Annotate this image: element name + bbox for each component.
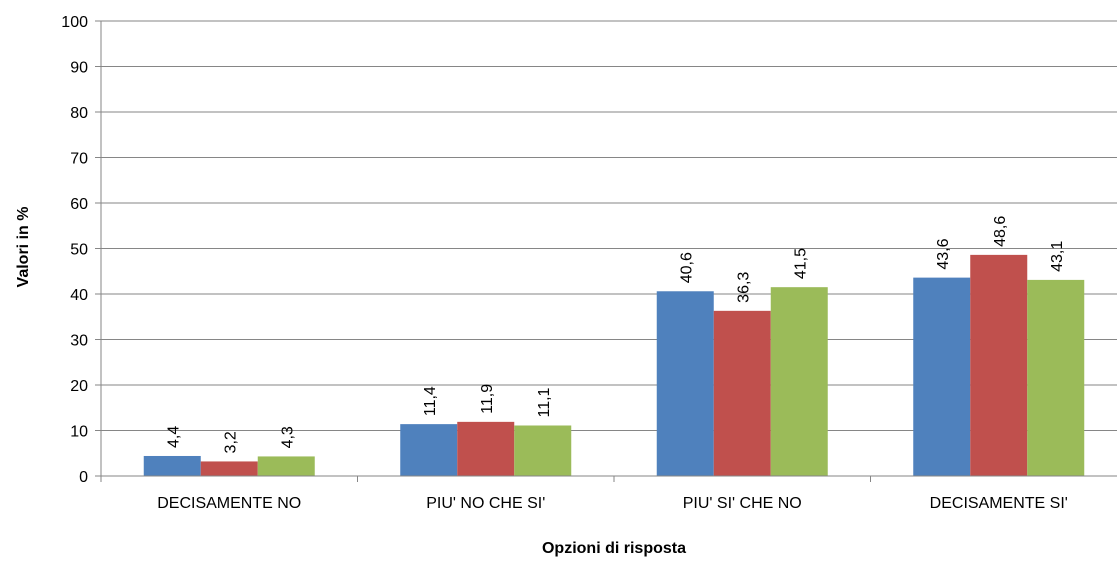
y-axis-ticks: 0 10 20 30 40 50 60 70 80 90 100: [61, 14, 101, 486]
bar: [913, 277, 971, 476]
bar: [400, 424, 458, 476]
data-labels: 4,4 3,2 4,3 11,4 11,9 11,1 40,6 36,3 41,5 43,6 48,…: [165, 216, 1066, 454]
y-tick-label: 90: [70, 60, 88, 77]
data-label: 11,9: [479, 384, 496, 414]
y-tick-label: 30: [70, 333, 88, 350]
x-category-label: DECISAMENTE NO: [157, 495, 301, 512]
y-tick-label: 20: [70, 378, 88, 395]
x-category-label: DECISAMENTE SI': [930, 495, 1068, 512]
y-tick-label: 80: [70, 105, 88, 122]
data-label: 11,1: [536, 387, 553, 417]
gridlines: [101, 20, 1117, 431]
y-tick-label: 40: [70, 287, 88, 304]
bar: [457, 421, 515, 476]
y-tick-label: 70: [70, 151, 88, 168]
data-label: 4,4: [165, 426, 182, 448]
y-tick-label: 10: [70, 424, 88, 441]
y-tick-label: 0: [79, 469, 88, 486]
data-label: 36,3: [735, 272, 752, 303]
data-label: 4,3: [279, 426, 296, 448]
x-axis-title: Opzioni di risposta: [542, 540, 686, 557]
bar: [1027, 279, 1085, 476]
data-label: 3,2: [222, 431, 239, 453]
data-label: 40,6: [678, 252, 695, 283]
bar: [143, 455, 201, 476]
x-category-label: PIU' NO CHE SI': [426, 495, 545, 512]
y-tick-label: 60: [70, 196, 88, 213]
bar: [970, 254, 1028, 476]
data-label: 48,6: [992, 216, 1009, 247]
y-tick-label: 100: [61, 14, 88, 31]
data-label: 41,5: [792, 248, 809, 279]
data-label: 11,4: [422, 386, 439, 416]
axes: [100, 21, 1117, 482]
bar: [770, 287, 828, 476]
data-label: 43,1: [1049, 241, 1066, 272]
bars: [143, 254, 1085, 476]
y-axis-title: Valori in %: [15, 207, 32, 288]
bar: [713, 310, 771, 476]
data-label: 43,6: [935, 238, 952, 269]
bar: [514, 425, 572, 476]
y-tick-label: 50: [70, 242, 88, 259]
x-category-label: PIU' SI' CHE NO: [683, 495, 802, 512]
x-axis-categories: DECISAMENTE NO PIU' NO CHE SI' PIU' SI' CH…: [157, 495, 1068, 512]
bar: [257, 456, 315, 476]
bar: [200, 461, 258, 476]
bar: [656, 291, 714, 476]
